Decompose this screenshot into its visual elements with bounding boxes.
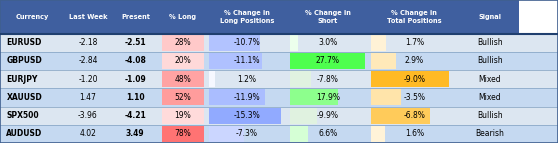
Text: % Change in
Total Positions: % Change in Total Positions	[387, 10, 441, 24]
Text: -1.09: -1.09	[124, 75, 146, 84]
Bar	[209, 126, 244, 142]
Bar	[0, 52, 558, 70]
Text: % Long: % Long	[169, 14, 196, 20]
Text: -1.20: -1.20	[78, 75, 98, 84]
Text: 1.7%: 1.7%	[405, 38, 424, 47]
Bar	[460, 0, 519, 34]
Text: -9.0%: -9.0%	[403, 75, 425, 84]
Text: 4.02: 4.02	[79, 129, 97, 138]
Text: 48%: 48%	[174, 75, 191, 84]
Bar	[290, 89, 338, 105]
Bar	[290, 108, 317, 124]
Text: -2.51: -2.51	[124, 38, 146, 47]
Bar	[287, 0, 368, 34]
Text: -4.21: -4.21	[124, 111, 146, 120]
Text: -4.08: -4.08	[124, 56, 146, 65]
Bar	[0, 70, 558, 88]
Text: 52%: 52%	[174, 93, 191, 102]
Bar	[162, 108, 204, 124]
Text: 3.49: 3.49	[126, 129, 145, 138]
Text: -2.84: -2.84	[78, 56, 98, 65]
Text: AUDUSD: AUDUSD	[7, 129, 42, 138]
Text: EURJPY: EURJPY	[7, 75, 38, 84]
Bar	[209, 89, 265, 105]
Text: % Change in
Long Positions: % Change in Long Positions	[220, 10, 274, 24]
Text: -7.8%: -7.8%	[317, 75, 339, 84]
Bar	[0, 125, 558, 143]
Text: 2.9%: 2.9%	[405, 56, 424, 65]
Text: 20%: 20%	[174, 56, 191, 65]
Text: -3.5%: -3.5%	[403, 93, 425, 102]
Bar	[371, 89, 401, 105]
Text: Mixed: Mixed	[478, 75, 501, 84]
Text: -11.9%: -11.9%	[234, 93, 260, 102]
Text: 19%: 19%	[174, 111, 191, 120]
Text: 1.2%: 1.2%	[237, 75, 257, 84]
Bar	[159, 0, 206, 34]
Bar	[209, 53, 262, 69]
Bar	[290, 35, 298, 51]
Text: 1.6%: 1.6%	[405, 129, 424, 138]
Bar	[162, 53, 204, 69]
Text: EURUSD: EURUSD	[7, 38, 42, 47]
Bar	[0, 107, 558, 125]
Bar	[0, 34, 558, 52]
Text: Bearish: Bearish	[475, 129, 504, 138]
Bar	[371, 71, 449, 87]
Text: Bullish: Bullish	[477, 111, 502, 120]
Bar	[290, 126, 308, 142]
Bar	[206, 0, 287, 34]
Text: 6.6%: 6.6%	[318, 129, 338, 138]
Text: 1.47: 1.47	[79, 93, 97, 102]
Bar	[162, 71, 204, 87]
Bar	[290, 53, 365, 69]
Bar	[162, 35, 204, 51]
Text: Signal: Signal	[478, 14, 501, 20]
Text: -11.1%: -11.1%	[234, 56, 260, 65]
Text: GBPUSD: GBPUSD	[7, 56, 42, 65]
Text: SPX500: SPX500	[7, 111, 39, 120]
Text: Currency: Currency	[16, 14, 49, 20]
Bar	[290, 71, 311, 87]
Text: -2.18: -2.18	[78, 38, 98, 47]
Bar	[162, 89, 204, 105]
Bar	[0, 0, 64, 34]
Bar	[162, 126, 204, 142]
Bar	[371, 108, 430, 124]
Bar	[371, 126, 385, 142]
Text: -6.8%: -6.8%	[403, 111, 425, 120]
Text: -3.96: -3.96	[78, 111, 98, 120]
Text: Bullish: Bullish	[477, 38, 502, 47]
Text: 28%: 28%	[175, 38, 191, 47]
Bar	[112, 0, 159, 34]
Bar	[368, 0, 460, 34]
Text: Present: Present	[121, 14, 150, 20]
Text: 17.9%: 17.9%	[316, 93, 340, 102]
Bar	[209, 108, 281, 124]
Bar	[0, 88, 558, 107]
Bar	[209, 71, 215, 87]
Text: 1.10: 1.10	[126, 93, 145, 102]
Text: 78%: 78%	[174, 129, 191, 138]
Text: -7.3%: -7.3%	[236, 129, 258, 138]
Text: XAUUSD: XAUUSD	[7, 93, 42, 102]
Bar	[371, 53, 396, 69]
Text: -15.3%: -15.3%	[234, 111, 260, 120]
Text: Bullish: Bullish	[477, 56, 502, 65]
Text: -9.9%: -9.9%	[317, 111, 339, 120]
Text: Last Week: Last Week	[69, 14, 107, 20]
Bar	[64, 0, 112, 34]
Text: -10.7%: -10.7%	[234, 38, 260, 47]
Text: 3.0%: 3.0%	[318, 38, 338, 47]
Text: 27.7%: 27.7%	[316, 56, 340, 65]
Text: % Change in
Short: % Change in Short	[305, 10, 351, 24]
Bar	[209, 35, 259, 51]
Bar	[371, 35, 386, 51]
Text: Mixed: Mixed	[478, 93, 501, 102]
